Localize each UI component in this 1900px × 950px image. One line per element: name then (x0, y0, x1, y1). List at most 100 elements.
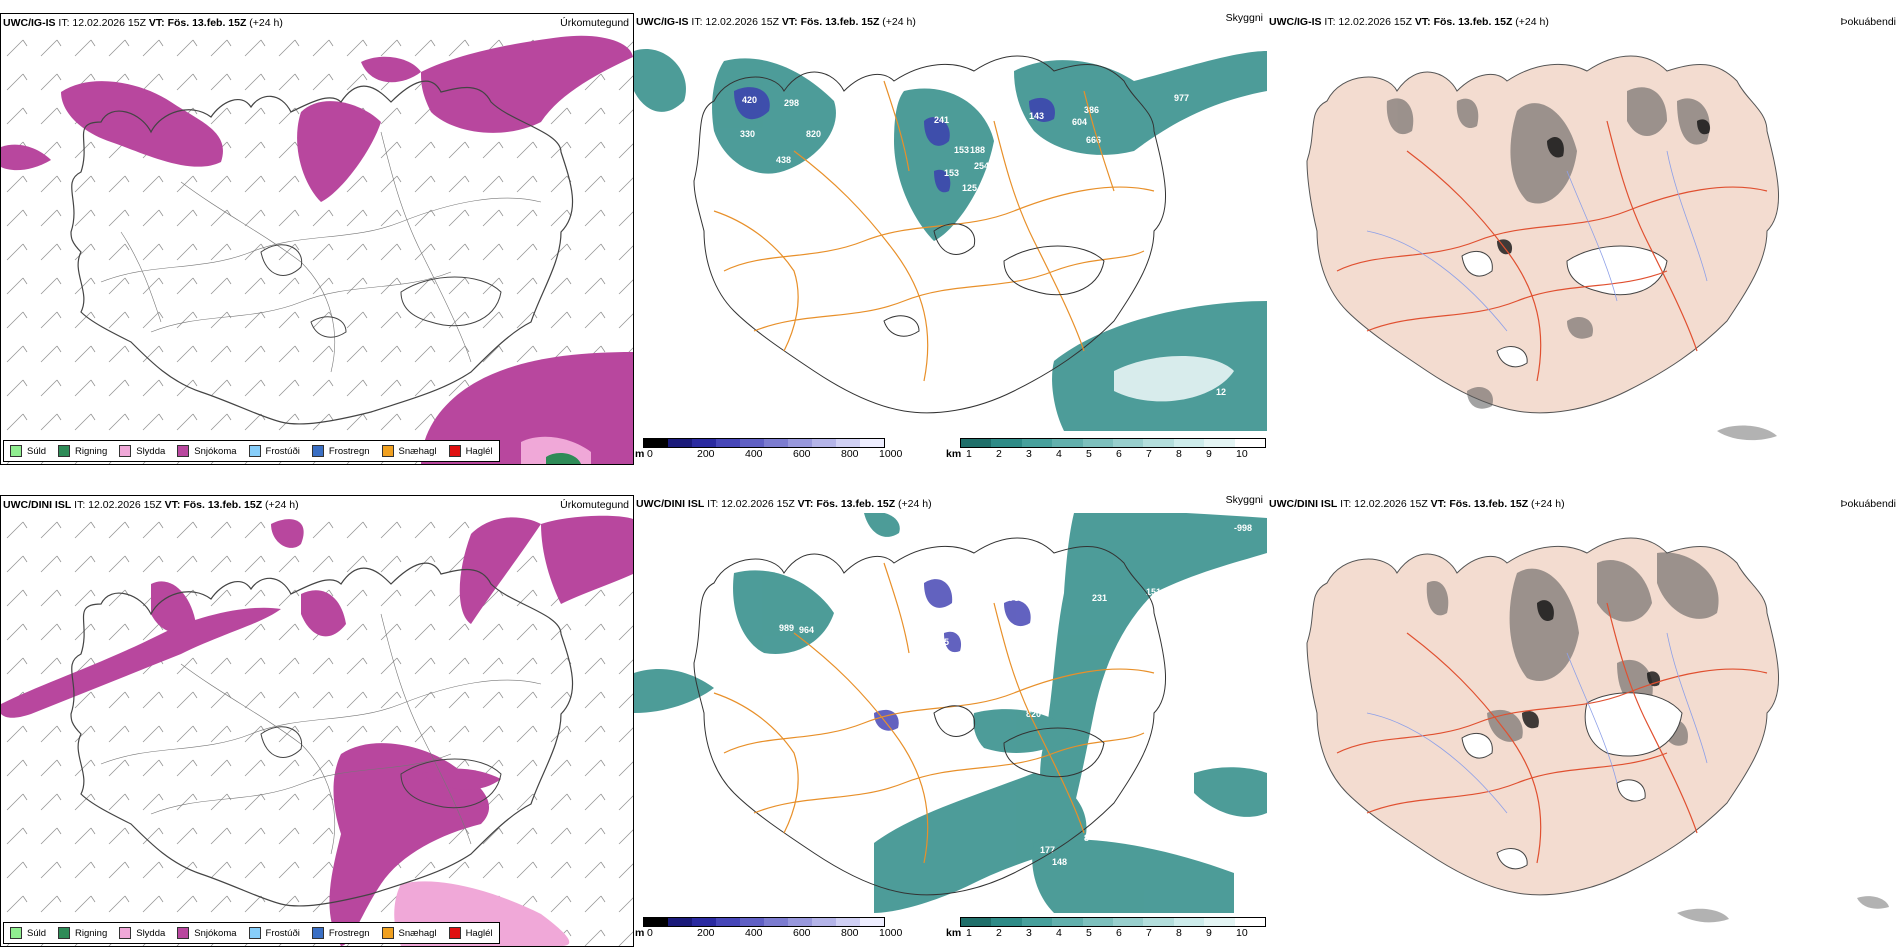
ceiling-value: 177 (1040, 845, 1055, 855)
ceiling-value: 162 (1024, 135, 1039, 145)
glaciers (933, 705, 1105, 778)
panel-title: UWC/DINI ISL IT: 12.02.2026 15Z VT: Fös.… (3, 496, 633, 514)
ceiling-tick: 200 (697, 927, 715, 939)
ceiling-value: 397 (704, 181, 719, 191)
legend-item: Súld (10, 445, 46, 457)
legend-label: Frostregn (328, 445, 370, 457)
lead-time: (+24 h) (1515, 16, 1549, 28)
snow-areas (1, 35, 633, 464)
swatch (248, 927, 261, 939)
land-fill (1306, 55, 1779, 414)
fog-panel-top: UWC/IG-IS IT: 12.02.2026 15Z VT: Fös. 13… (1267, 13, 1900, 465)
ceiling-colorbar: m 0 200 400 600 800 1000 (635, 438, 902, 464)
ceiling-value: 298 (784, 98, 799, 108)
lead-time: (+24 h) (882, 16, 916, 28)
visibility-tick: 7 (1146, 448, 1152, 460)
visibility-tick: 4 (1056, 927, 1062, 939)
legend-label: Snjókoma (194, 927, 237, 939)
ceiling-bar (643, 438, 885, 448)
legend-item: Slydda (119, 445, 165, 457)
iceland-outline (693, 537, 1166, 896)
low-ceiling (874, 579, 1031, 731)
legend-label: Frostregn (328, 927, 370, 939)
init-time: IT: 12.02.2026 15Z (707, 498, 795, 510)
legend-label: Slydda (136, 445, 166, 457)
ceiling-value: 125 (962, 183, 977, 193)
ceiling-value: 151 (1146, 587, 1161, 597)
fog-areas (1426, 552, 1719, 746)
swatch (119, 445, 132, 457)
ceiling-tick: 0 (647, 927, 653, 939)
visibility-areas (634, 513, 1267, 913)
visibility-unit: km (946, 927, 962, 939)
ceiling-colorbar: m 0 200 400 600 800 1000 (635, 917, 902, 943)
ceiling-value: 153 (954, 145, 969, 155)
visibility-unit: km (946, 448, 962, 460)
ceiling-value: -998 (1234, 523, 1252, 533)
visibility-tick: 4 (1056, 448, 1062, 460)
precip-type-title: Úrkomutegund (560, 499, 629, 511)
fog-map (1306, 537, 1889, 923)
fog-map (1306, 55, 1779, 441)
ceiling-value: 254 (974, 161, 989, 171)
ceiling-value: 241 (934, 115, 949, 125)
legend-label: Snæhagl (398, 445, 437, 457)
swatch (448, 445, 461, 457)
visibility-bar (960, 917, 1266, 927)
model-name: UWC/IG-IS (636, 16, 689, 28)
ceiling-value: 184 (1124, 637, 1139, 647)
ceiling-tick: 600 (793, 448, 811, 460)
ceiling-tick: 1000 (879, 927, 903, 939)
glaciers-white (1461, 692, 1683, 870)
model-name: UWC/DINI ISL (3, 499, 72, 511)
ceiling-value: 322 (1039, 145, 1054, 155)
ceiling-map: -998 738 231 151 989 964 20 135 184 216 … (634, 513, 1267, 913)
valid-label: VT: (1414, 16, 1431, 28)
swatch (448, 927, 461, 939)
visibility-tick: 7 (1146, 927, 1152, 939)
valid-time: Fös. 13.feb. 15Z (183, 499, 263, 511)
ceiling-value: 12 (1216, 387, 1226, 397)
glaciers (260, 726, 502, 809)
visibility-title: Skyggni (1225, 495, 1263, 506)
valid-time: Fös. 13.feb. 15Z (167, 17, 247, 29)
swatch (381, 927, 394, 939)
legend-item: Rigning (58, 927, 107, 939)
ceiling-value: 8 (1084, 833, 1089, 843)
roads (1336, 120, 1768, 382)
swatch (248, 445, 261, 457)
roads (100, 131, 542, 373)
valid-time: Fös. 13.feb. 15Z (816, 498, 896, 510)
lead-time: (+24 h) (898, 498, 932, 510)
legend-label: Súld (27, 445, 47, 457)
ceiling-tick: 400 (745, 927, 763, 939)
legend-item: Frostregn (311, 445, 370, 457)
swatch (58, 927, 71, 939)
legend-item: Súld (10, 927, 46, 939)
visibility-title: Skyggni (1225, 13, 1263, 24)
visibility-bar (960, 438, 1266, 448)
ceiling-tick: 600 (793, 927, 811, 939)
visibility-tick: 2 (996, 448, 1002, 460)
visibility-colorbar: km 1 2 3 4 5 6 7 8 9 10 (946, 917, 1266, 943)
rivers (1366, 150, 1708, 332)
ceiling-labels: -998 738 231 151 989 964 20 135 184 216 … (779, 523, 1252, 867)
fog-indicator-title: Þokuábendi (1840, 498, 1896, 510)
glaciers (260, 244, 502, 338)
ceiling-value: 157 (972, 663, 987, 673)
ceiling-panel-bottom: UWC/DINI ISL IT: 12.02.2026 15Z VT: Fös.… (634, 495, 1267, 947)
lead-time: (+24 h) (1531, 498, 1565, 510)
ceiling-value: 143 (1029, 111, 1044, 121)
visibility-tick: 8 (1176, 448, 1182, 460)
visibility-tick: 9 (1206, 448, 1212, 460)
visibility-tick: 3 (1026, 927, 1032, 939)
ceiling-bar (643, 917, 885, 927)
valid-label: VT: (164, 499, 181, 511)
legend-item: Haglél (448, 445, 493, 457)
glaciers (883, 223, 1105, 337)
legend-item: Snæhagl (381, 445, 437, 457)
panel-title: UWC/IG-IS IT: 12.02.2026 15Z VT: Fös. 13… (3, 14, 633, 32)
init-time: IT: 12.02.2026 15Z (1324, 16, 1412, 28)
precip-legend: Súld Rigning Slydda Snjókoma Frostúði Fr… (3, 440, 500, 462)
legend-item: Snæhagl (381, 927, 437, 939)
